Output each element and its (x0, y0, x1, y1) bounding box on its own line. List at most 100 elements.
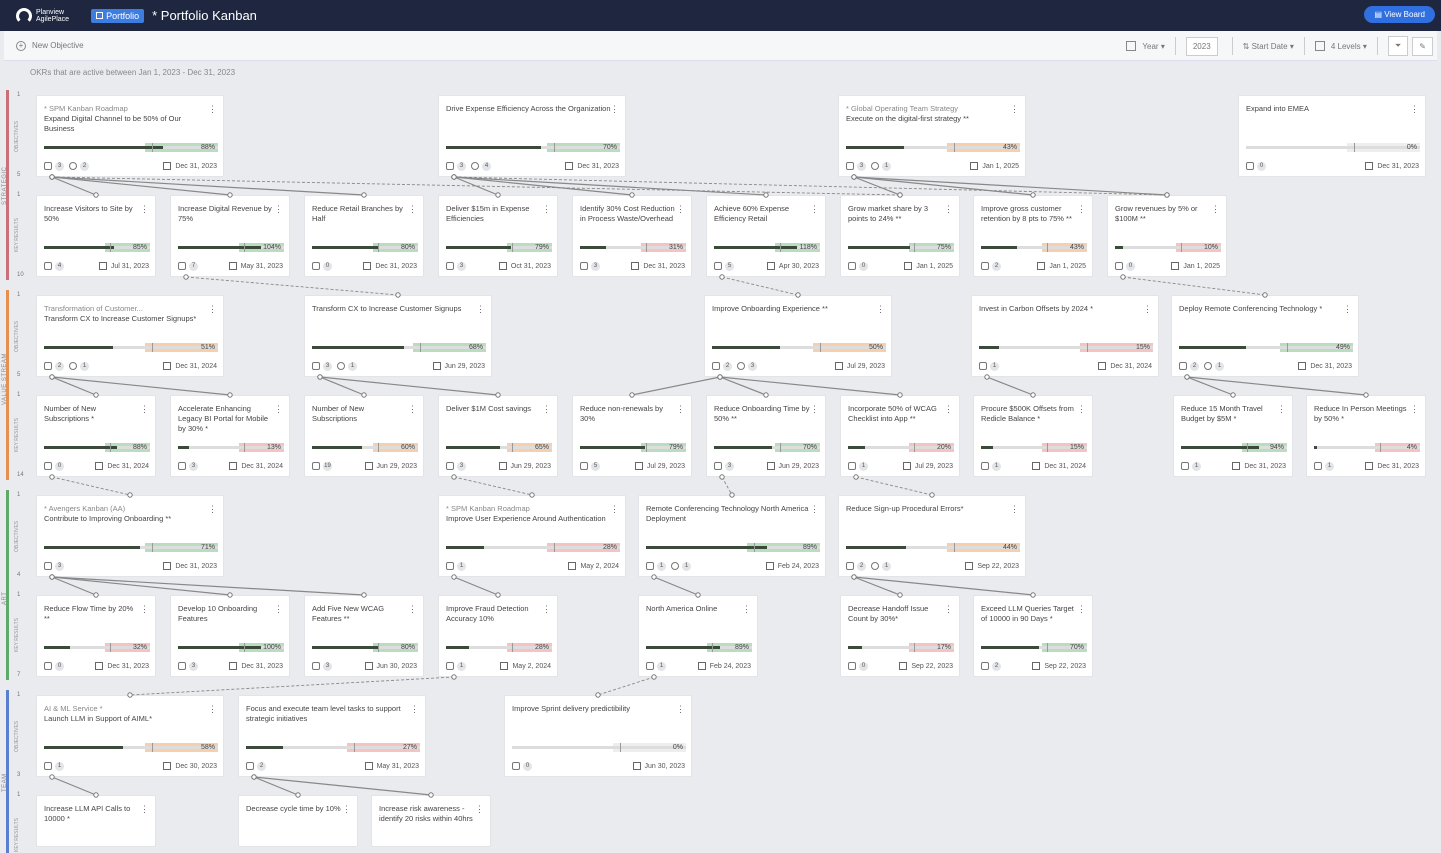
card-menu-icon[interactable]: ⋮ (410, 704, 419, 714)
view-board-button[interactable]: ▤ View Board (1364, 6, 1435, 23)
app-logo[interactable]: Planview AgilePlace (16, 7, 69, 24)
okr-card[interactable]: Increase Visitors to Site by 50% ⋮ 85% 4 Jul… (36, 195, 156, 277)
okr-card[interactable]: Reduce In Person Meetings by 50% * ⋮ 4% 1 De… (1306, 395, 1426, 477)
okr-card[interactable]: Develop 10 Onboarding Features ⋮ 100% 3 Dec … (170, 595, 290, 677)
okr-card[interactable]: Accelerate Enhancing Legacy BI Portal fo… (170, 395, 290, 477)
card-menu-icon[interactable]: ⋮ (742, 604, 751, 614)
okr-card[interactable]: Grow market share by 3 points to 24% ** ⋮… (840, 195, 960, 277)
okr-card[interactable]: Reduce non-renewals by 30% ⋮ 79% 5 Jul 29, 2… (572, 395, 692, 477)
progress-bar: 43% (981, 243, 1087, 252)
card-menu-icon[interactable]: ⋮ (208, 504, 217, 514)
settings-button[interactable]: ✎ (1412, 36, 1433, 56)
card-menu-icon[interactable]: ⋮ (944, 604, 953, 614)
okr-card[interactable]: AI & ML Service * Launch LLM in Support o… (36, 695, 224, 777)
card-menu-icon[interactable]: ⋮ (140, 204, 149, 214)
levels-select[interactable]: 4 Levels ▾ (1314, 41, 1367, 51)
okr-card[interactable]: * Avengers Kanban (AA) Contribute to Impr… (36, 495, 224, 577)
card-menu-icon[interactable]: ⋮ (542, 604, 551, 614)
card-menu-icon[interactable]: ⋮ (1077, 404, 1086, 414)
card-menu-icon[interactable]: ⋮ (208, 104, 217, 114)
okr-card[interactable]: Decrease Handoff Issue Count by 30%* ⋮ 17%… (840, 595, 960, 677)
okr-card[interactable]: Reduce Retail Branches by Half ⋮ 80% 0 Dec 3… (304, 195, 424, 277)
card-menu-icon[interactable]: ⋮ (140, 404, 149, 414)
card-menu-icon[interactable]: ⋮ (944, 404, 953, 414)
card-menu-icon[interactable]: ⋮ (1410, 404, 1419, 414)
card-menu-icon[interactable]: ⋮ (408, 404, 417, 414)
okr-card[interactable]: Drive Expense Efficiency Across the Orga… (438, 95, 626, 177)
card-menu-icon[interactable]: ⋮ (408, 204, 417, 214)
calendar-icon (498, 462, 507, 470)
okr-card[interactable]: * Global Operating Team Strategy Execute … (838, 95, 1026, 177)
card-menu-icon[interactable]: ⋮ (944, 204, 953, 214)
card-menu-icon[interactable]: ⋮ (542, 204, 551, 214)
period-select[interactable]: Year ▾ (1126, 41, 1165, 51)
card-menu-icon[interactable]: ⋮ (676, 204, 685, 214)
card-menu-icon[interactable]: ⋮ (542, 404, 551, 414)
card-menu-icon[interactable]: ⋮ (342, 804, 351, 814)
okr-card[interactable]: Remote Conferencing Technology North Ame… (638, 495, 826, 577)
okr-card[interactable]: * SPM Kanban Roadmap Expand Digital Chann… (36, 95, 224, 177)
okr-card[interactable]: Improve Onboarding Experience ** ⋮ 50% 2 3 Ju… (704, 295, 892, 377)
card-menu-icon[interactable]: ⋮ (676, 404, 685, 414)
card-menu-icon[interactable]: ⋮ (810, 504, 819, 514)
card-menu-icon[interactable]: ⋮ (1077, 604, 1086, 614)
card-menu-icon[interactable]: ⋮ (1211, 204, 1220, 214)
card-menu-icon[interactable]: ⋮ (140, 804, 149, 814)
okr-card[interactable]: Number of New Subscriptions * ⋮ 88% 0 Dec 31… (36, 395, 156, 477)
okr-card[interactable]: Increase Digital Revenue by 75% ⋮ 104% 7 May… (170, 195, 290, 277)
connector-line (51, 576, 365, 596)
card-menu-icon[interactable]: ⋮ (1143, 304, 1152, 314)
card-menu-icon[interactable]: ⋮ (676, 704, 685, 714)
filter-button[interactable]: ⏷ (1387, 36, 1409, 56)
okr-card[interactable]: Number of New Subscriptions ⋮ 60% 19 Jun 29,… (304, 395, 424, 477)
card-menu-icon[interactable]: ⋮ (1010, 504, 1019, 514)
card-menu-icon[interactable]: ⋮ (1010, 104, 1019, 114)
okr-card[interactable]: Focus and execute team level tasks to su… (238, 695, 426, 777)
okr-card[interactable]: Improve gross customer retention by 8 pt… (973, 195, 1093, 277)
card-menu-icon[interactable]: ⋮ (610, 504, 619, 514)
okr-card[interactable]: Transform CX to Increase Customer Signup… (304, 295, 492, 377)
card-menu-icon[interactable]: ⋮ (475, 804, 484, 814)
card-menu-icon[interactable]: ⋮ (476, 304, 485, 314)
okr-card[interactable]: Exceed LLM Queries Target of 10000 in 90… (973, 595, 1093, 677)
connector-dot (49, 774, 55, 780)
card-menu-icon[interactable]: ⋮ (610, 104, 619, 114)
card-menu-icon[interactable]: ⋮ (1077, 204, 1086, 214)
okr-card[interactable]: Reduce Sign-up Procedural Errors* ⋮ 44% 2 1 S… (838, 495, 1026, 577)
okr-card[interactable]: Grow revenues by 5% or $100M ** ⋮ 10% 0 Jan … (1107, 195, 1227, 277)
card-menu-icon[interactable]: ⋮ (408, 604, 417, 614)
okr-card[interactable]: Reduce Onboarding Time by 50% ** ⋮ 70% 3 Jun… (706, 395, 826, 477)
okr-card[interactable]: Achieve 60% Expense Efficiency Retail ⋮ 11… (706, 195, 826, 277)
card-menu-icon[interactable]: ⋮ (1277, 404, 1286, 414)
card-menu-icon[interactable]: ⋮ (1410, 104, 1419, 114)
okr-card[interactable]: Reduce 15 Month Travel Budget by $5M * ⋮ 9… (1173, 395, 1293, 477)
okr-card[interactable]: Invest in Carbon Offsets by 2024 * ⋮ 15% 1 D… (971, 295, 1159, 377)
portfolio-badge[interactable]: Portfolio (91, 8, 145, 23)
okr-card[interactable]: Improve Fraud Detection Accuracy 10% ⋮ 28%… (438, 595, 558, 677)
okr-card[interactable]: Add Five New WCAG Features ** ⋮ 80% 3 Jun 30… (304, 595, 424, 677)
okr-card[interactable]: Reduce Flow Time by 20% ** ⋮ 32% 0 Dec 31, 2… (36, 595, 156, 677)
card-menu-icon[interactable]: ⋮ (1343, 304, 1352, 314)
new-objective-button[interactable]: + New Objective (4, 40, 84, 51)
card-menu-icon[interactable]: ⋮ (140, 604, 149, 614)
card-menu-icon[interactable]: ⋮ (274, 204, 283, 214)
year-input[interactable]: 2023 (1185, 36, 1218, 56)
okr-card[interactable]: Incorporate 50% of WCAG Checklist into A… (840, 395, 960, 477)
okr-card[interactable]: Expand into EMEA ⋮ 0% 0 Dec 31, 2023 (1238, 95, 1426, 177)
key-results-icon (44, 462, 52, 470)
card-menu-icon[interactable]: ⋮ (810, 204, 819, 214)
okr-card[interactable]: Increase risk awareness - identify 20 ri… (371, 795, 491, 847)
card-menu-icon[interactable]: ⋮ (810, 404, 819, 414)
okr-card[interactable]: Transformation of Customer... Transform C… (36, 295, 224, 377)
card-menu-icon[interactable]: ⋮ (274, 404, 283, 414)
card-menu-icon[interactable]: ⋮ (876, 304, 885, 314)
sort-select[interactable]: ⇅ Start Date ▾ (1242, 41, 1294, 51)
card-menu-icon[interactable]: ⋮ (274, 604, 283, 614)
okr-card[interactable]: Identify 30% Cost Reduction in Process W… (572, 195, 692, 277)
card-menu-icon[interactable]: ⋮ (208, 704, 217, 714)
okr-card[interactable]: Decrease cycle time by 10% ⋮ (238, 795, 358, 847)
okr-card[interactable]: Deploy Remote Conferencing Technology * ⋮… (1171, 295, 1359, 377)
okr-card[interactable]: * SPM Kanban Roadmap Improve User Experie… (438, 495, 626, 577)
okr-card[interactable]: North America Online ⋮ 89% 1 Feb 24, 2023 (638, 595, 758, 677)
card-menu-icon[interactable]: ⋮ (208, 304, 217, 314)
